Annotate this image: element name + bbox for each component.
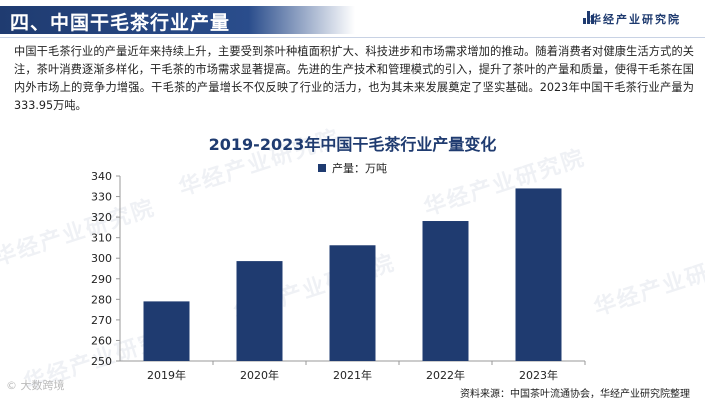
y-tick-label: 280 — [91, 293, 112, 306]
source-note: 资料来源：中国茶叶流通协会，华经产业研究院整理 — [460, 389, 690, 400]
y-tick-label: 250 — [91, 355, 112, 368]
x-tick-label: 2020年 — [240, 368, 279, 382]
y-tick-label: 320 — [91, 211, 112, 224]
x-tick-label: 2023年 — [519, 368, 558, 382]
brand-logo-icon — [583, 11, 594, 24]
y-tick-label: 340 — [91, 170, 112, 183]
chart-legend: 产量：万吨 — [318, 160, 387, 176]
title-band — [0, 6, 355, 34]
bar — [329, 245, 376, 361]
header-divider — [0, 37, 705, 38]
intro-paragraph: 中国干毛茶行业的产量近年来持续上升，主要受到茶叶种植面积扩大、科技进步和市场需求… — [14, 45, 694, 112]
page-title: 四、中国干毛茶行业产量 — [10, 12, 231, 34]
y-tick-label: 270 — [91, 314, 112, 327]
bar — [143, 301, 190, 361]
y-tick-label: 330 — [91, 191, 112, 204]
x-tick-label: 2022年 — [426, 368, 465, 382]
bar — [236, 261, 283, 361]
legend-swatch — [318, 164, 326, 172]
bottom-left-watermark: © 大数跨境 — [6, 379, 65, 392]
x-tick-label: 2021年 — [333, 368, 372, 382]
chart-title: 2019-2023年中国干毛茶行业产量变化 — [208, 135, 497, 154]
y-tick-label: 310 — [91, 232, 112, 245]
legend-label: 产量：万吨 — [332, 162, 387, 175]
y-tick-label: 290 — [91, 273, 112, 286]
x-tick-label: 2019年 — [147, 368, 186, 382]
header: 四、中国干毛茶行业产量 华经产业研究院 — [0, 0, 705, 38]
y-tick-label: 260 — [91, 334, 112, 347]
brand-name: 华经产业研究院 — [590, 13, 681, 26]
y-tick-label: 300 — [91, 252, 112, 265]
bar — [422, 221, 469, 361]
bar — [515, 188, 562, 361]
